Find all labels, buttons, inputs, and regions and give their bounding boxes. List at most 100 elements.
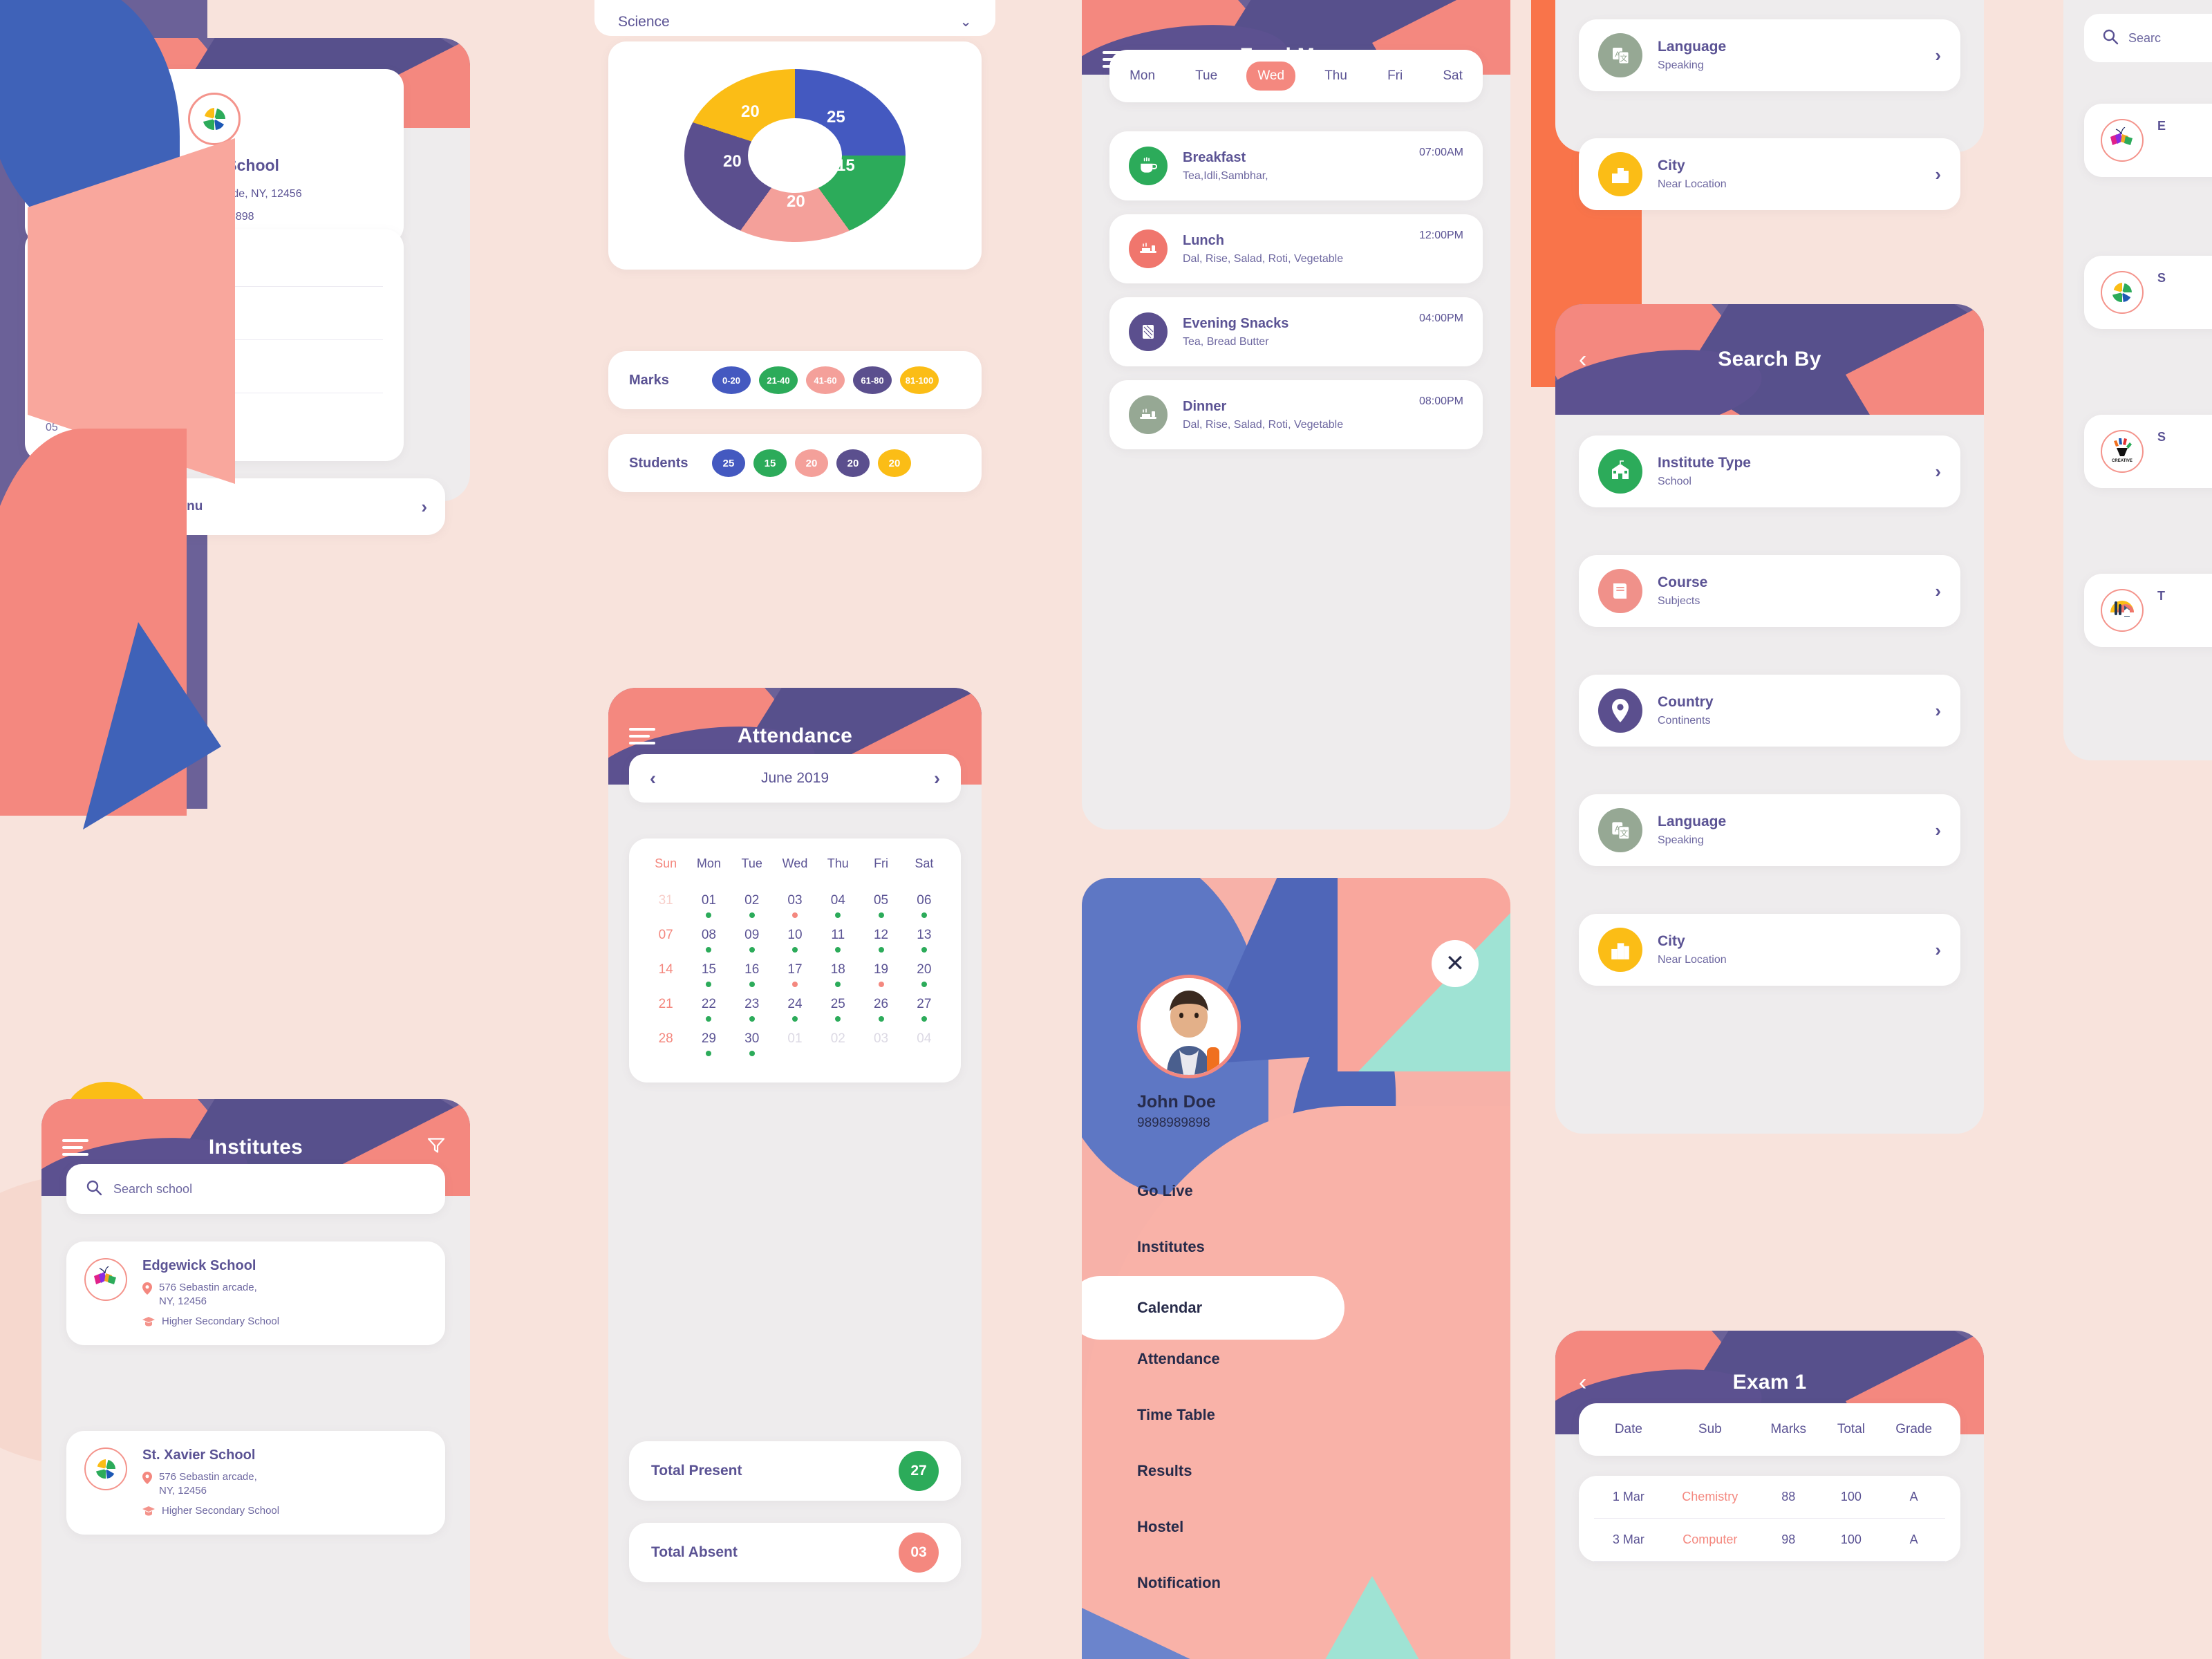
calendar-day-number: 27 — [917, 997, 932, 1011]
row-title: Language — [1658, 814, 1727, 830]
calendar-day[interactable]: 17 — [774, 955, 816, 990]
meal-row[interactable]: Dinner Dal, Rise, Salad, Roti, Vegetable 0… — [1109, 380, 1483, 449]
hamburger-icon[interactable] — [629, 724, 655, 749]
calendar-day[interactable]: 14 — [644, 955, 687, 990]
calendar-day[interactable]: 23 — [731, 990, 774, 1024]
search-input[interactable]: Search school — [66, 1164, 445, 1214]
back-button[interactable]: ‹ — [1579, 346, 1587, 373]
calendar-day[interactable]: 20 — [903, 955, 946, 990]
school-logo-icon — [188, 93, 241, 145]
day-tab-tue[interactable]: Tue — [1195, 68, 1218, 83]
attendance-status-dot — [921, 947, 927, 953]
meal-row[interactable]: Evening Snacks Tea, Bread Butter 04:00PM — [1109, 297, 1483, 366]
meal-row[interactable]: Breakfast Tea,Idli,Sambhar, 07:00AM — [1109, 131, 1483, 200]
sidebar-item-country[interactable]: Country Continents › — [1579, 675, 1960, 747]
total-absent-card: Total Absent 03 — [629, 1523, 961, 1582]
svg-text:文: 文 — [1620, 53, 1628, 63]
calendar-day[interactable]: 05 — [859, 886, 902, 921]
institutes-panel: Institutes Search school Edgewick School… — [41, 1099, 470, 1659]
calendar-day[interactable]: 11 — [816, 921, 859, 955]
calendar-day[interactable]: 06 — [903, 886, 946, 921]
calendar-day[interactable]: 24 — [774, 990, 816, 1024]
hamburger-icon[interactable] — [62, 1135, 88, 1160]
calendar-day[interactable]: 02 — [816, 1024, 859, 1059]
sidebar-item-institute-type[interactable]: Institute Type School › — [1579, 435, 1960, 507]
calendar-day[interactable]: 09 — [731, 921, 774, 955]
chevron-right-icon: › — [1935, 819, 1941, 841]
list-item[interactable]: Edgewick School 576 Sebastin arcade, NY, … — [66, 1241, 445, 1345]
calendar-day[interactable]: 27 — [903, 990, 946, 1024]
total-present-badge: 27 — [899, 1451, 939, 1491]
calendar-day[interactable]: 13 — [903, 921, 946, 955]
list-item[interactable]: T — [2084, 574, 2212, 647]
calendar-day[interactable]: 04 — [903, 1024, 946, 1059]
sidebar-item-city[interactable]: City Near Location › — [1579, 138, 1960, 210]
page-title: Attendance — [737, 724, 853, 747]
drawer-item-hostel[interactable]: Hostel — [1137, 1518, 1184, 1535]
drawer-item-institutes[interactable]: Institutes — [1137, 1238, 1205, 1255]
calendar-day[interactable]: 15 — [687, 955, 730, 990]
row-subtitle: Subjects — [1658, 595, 1700, 607]
calendar-day[interactable]: 08 — [687, 921, 730, 955]
drawer-item-results[interactable]: Results — [1137, 1462, 1192, 1479]
calendar-day[interactable]: 16 — [731, 955, 774, 990]
day-tab-thu[interactable]: Thu — [1324, 68, 1347, 83]
drawer-item-time-table[interactable]: Time Table — [1137, 1406, 1215, 1423]
calendar-day[interactable]: 01 — [687, 886, 730, 921]
filter-funnel-icon[interactable] — [426, 1136, 447, 1160]
day-tab-fri[interactable]: Fri — [1387, 68, 1403, 83]
students-pill: 25 — [712, 449, 745, 477]
calendar-day[interactable]: 01 — [774, 1024, 816, 1059]
school-building-icon — [1598, 449, 1642, 494]
calendar-day[interactable]: 10 — [774, 921, 816, 955]
drawer-item-notification[interactable]: Notification — [1137, 1574, 1221, 1591]
calendar-day[interactable]: 31 — [644, 886, 687, 921]
meal-row[interactable]: Lunch Dal, Rise, Salad, Roti, Vegetable 12… — [1109, 214, 1483, 283]
next-month-button[interactable]: › — [934, 767, 940, 789]
drawer-item-calendar[interactable]: Calendar — [1082, 1276, 1344, 1340]
sidebar-item-language[interactable]: A 文 Language Speaking › — [1579, 794, 1960, 866]
subject-dropdown[interactable]: Science ⌄ — [594, 0, 995, 36]
meal-time: 12:00PM — [1418, 229, 1463, 241]
close-icon[interactable]: ✕ — [1432, 940, 1479, 987]
calendar-day[interactable]: 12 — [859, 921, 902, 955]
calendar-weekday: Sun — [655, 856, 677, 870]
search-input[interactable]: Searc — [2084, 14, 2212, 62]
calendar-day-number: 12 — [873, 928, 889, 942]
calendar-day[interactable]: 25 — [816, 990, 859, 1024]
sidebar-item-course[interactable]: Course Subjects › — [1579, 555, 1960, 627]
avatar[interactable] — [1137, 975, 1241, 1078]
calendar-day[interactable]: 22 — [687, 990, 730, 1024]
calendar-day[interactable]: 30 — [731, 1024, 774, 1059]
calendar-day[interactable]: 04 — [816, 886, 859, 921]
calendar-day[interactable]: 18 — [816, 955, 859, 990]
list-item[interactable]: CREATIVE S — [2084, 415, 2212, 488]
day-tab-sat[interactable]: Sat — [1443, 68, 1463, 83]
calendar-day-number: 07 — [658, 928, 673, 942]
calendar-day[interactable]: 29 — [687, 1024, 730, 1059]
calendar-day-number: 22 — [701, 997, 716, 1011]
calendar-day[interactable]: 03 — [859, 1024, 902, 1059]
prev-month-button[interactable]: ‹ — [650, 767, 656, 789]
list-item[interactable]: E — [2084, 104, 2212, 177]
calendar-day[interactable]: 02 — [731, 886, 774, 921]
attendance-status-dot — [749, 1051, 755, 1056]
calendar-day[interactable]: 28 — [644, 1024, 687, 1059]
house-tree-logo-icon — [2101, 589, 2144, 632]
day-tab-mon[interactable]: Mon — [1130, 68, 1156, 83]
institute-initial: E — [2157, 119, 2166, 133]
back-button[interactable]: ‹ — [1579, 1369, 1587, 1396]
list-item[interactable]: S — [2084, 256, 2212, 329]
sidebar-item-city[interactable]: City Near Location › — [1579, 914, 1960, 986]
drawer-item-go-live[interactable]: Go Live — [1137, 1182, 1193, 1199]
calendar-day[interactable]: 03 — [774, 886, 816, 921]
calendar-day[interactable]: 26 — [859, 990, 902, 1024]
calendar-day[interactable]: 07 — [644, 921, 687, 955]
list-item[interactable]: St. Xavier School 576 Sebastin arcade, NY… — [66, 1431, 445, 1535]
day-tab-wed[interactable]: Wed — [1246, 62, 1296, 91]
calendar-day[interactable]: 19 — [859, 955, 902, 990]
drawer-item-attendance[interactable]: Attendance — [1137, 1350, 1220, 1367]
calendar-day[interactable]: 21 — [644, 990, 687, 1024]
calendar-day-number: 20 — [917, 962, 932, 977]
